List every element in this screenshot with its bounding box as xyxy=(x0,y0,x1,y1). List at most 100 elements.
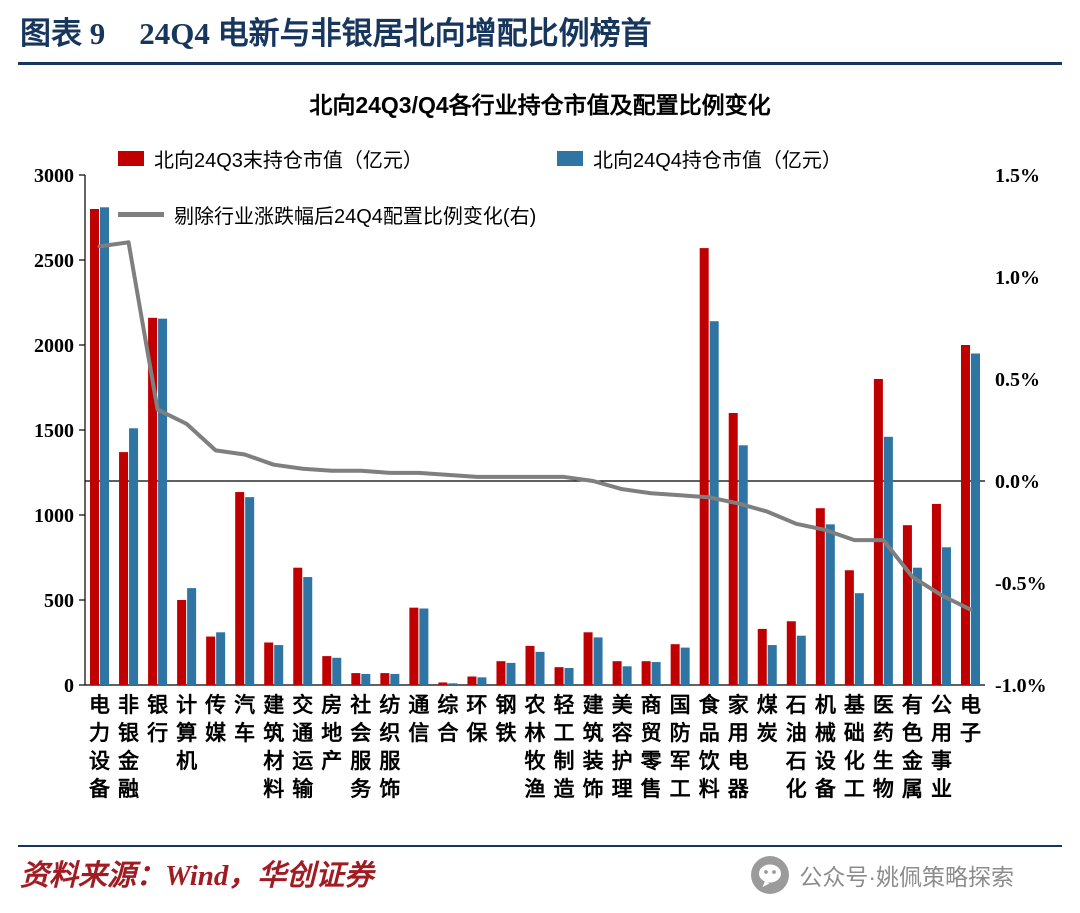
bar-24q3 xyxy=(235,492,245,685)
bar-24q3 xyxy=(699,248,709,685)
category-label: 钢铁 xyxy=(495,693,516,745)
left-axis-label: 3000 xyxy=(34,165,74,187)
category-label: 传媒 xyxy=(204,694,227,745)
bar-24q4 xyxy=(274,645,284,685)
bar-24q4 xyxy=(912,567,922,685)
bar-24q4 xyxy=(187,588,197,685)
bar-24q3 xyxy=(322,656,332,685)
category-label: 非银金融 xyxy=(117,694,140,801)
figure-title: 24Q4 电新与非银居北向增配比例榜首 xyxy=(139,16,652,51)
bar-24q4 xyxy=(796,635,806,685)
bar-24q3 xyxy=(119,452,129,685)
bar-24q4 xyxy=(854,593,864,685)
category-label: 交通运输 xyxy=(292,693,314,801)
category-label: 电力设备 xyxy=(88,694,111,801)
left-axis-label: 2500 xyxy=(34,250,74,272)
bar-24q3 xyxy=(612,661,622,685)
wechat-footer: 公众号·姚佩策略探索 xyxy=(751,856,1014,894)
bar-24q3 xyxy=(931,503,941,685)
bar-24q4 xyxy=(361,673,371,685)
allocation-change-line xyxy=(97,240,973,612)
bar-24q3 xyxy=(380,673,390,685)
category-label: 医药生物 xyxy=(873,694,894,801)
bar-24q4 xyxy=(506,662,516,685)
category-label: 计算机 xyxy=(176,694,197,773)
category-label: 综合 xyxy=(437,693,459,745)
source-note: 资料来源：Wind，华创证券 xyxy=(20,860,374,892)
legend-label-24q4: 北向24Q4持仓市值（亿元） xyxy=(593,150,842,172)
category-label: 房地产 xyxy=(321,693,342,773)
right-axis-label: 1.5% xyxy=(995,165,1040,187)
bar-24q3 xyxy=(728,413,738,685)
bar-24q3 xyxy=(554,667,564,685)
bar-24q3 xyxy=(206,636,216,685)
left-axis-label: 0 xyxy=(64,675,74,697)
bar-24q4 xyxy=(941,547,951,685)
legend-item-allocation-line: 剔除行业涨跌幅后24Q4配置比例变化(右) xyxy=(118,200,536,229)
category-label: 基础化工 xyxy=(844,694,866,801)
category-label: 轻工制造 xyxy=(554,693,576,801)
legend-swatch-allocation-line xyxy=(118,212,164,217)
bar-24q4 xyxy=(129,428,139,685)
bar-24q4 xyxy=(651,662,661,685)
bar-24q3 xyxy=(496,661,506,685)
wechat-icon xyxy=(751,856,790,894)
figure-label: 图表 9 xyxy=(20,16,106,51)
right-axis-label: 1.0% xyxy=(995,267,1040,289)
bar-24q3 xyxy=(525,645,535,685)
category-label: 环保 xyxy=(465,694,488,745)
right-axis-label: 0.0% xyxy=(995,471,1040,493)
left-axis-label: 1000 xyxy=(34,505,74,527)
category-label: 国防军工 xyxy=(670,694,691,801)
bar-24q4 xyxy=(448,683,458,685)
category-label: 煤炭 xyxy=(757,693,778,745)
bar-24q4 xyxy=(390,673,400,685)
bar-24q3 xyxy=(467,676,477,685)
legend-item-24q3: 北向24Q3末持仓市值（亿元） xyxy=(118,144,423,173)
left-axis-label: 2000 xyxy=(34,335,74,357)
bar-24q4 xyxy=(158,318,168,685)
bar-24q4 xyxy=(970,353,980,685)
category-label: 建筑材料 xyxy=(263,693,284,801)
bar-24q3 xyxy=(786,621,796,685)
bar-24q3 xyxy=(90,209,100,685)
bar-24q4 xyxy=(303,577,313,685)
bar-24q4 xyxy=(738,445,748,685)
category-label: 美容护理 xyxy=(612,693,633,801)
category-label: 公用事业 xyxy=(931,694,952,801)
category-label: 纺织服饰 xyxy=(379,693,401,801)
bar-24q4 xyxy=(622,666,632,685)
right-axis-label: 0.5% xyxy=(995,369,1040,391)
bar-24q3 xyxy=(438,682,448,685)
category-label: 食品饮料 xyxy=(698,693,721,801)
category-label: 银行 xyxy=(146,694,169,745)
bar-24q4 xyxy=(216,632,226,685)
category-label: 家用电器 xyxy=(727,693,750,801)
bar-24q4 xyxy=(477,677,487,685)
bar-24q4 xyxy=(332,657,342,685)
bar-24q4 xyxy=(883,436,893,685)
bar-24q3 xyxy=(641,661,651,685)
category-label: 农林牧渔 xyxy=(524,693,547,801)
bar-24q4 xyxy=(535,651,545,685)
bar-24q4 xyxy=(419,608,429,685)
bar-24q4 xyxy=(680,647,690,685)
legend-label-allocation-line: 剔除行业涨跌幅后24Q4配置比例变化(右) xyxy=(174,206,537,228)
left-axis-label: 500 xyxy=(44,590,74,612)
legend-swatch-24q3 xyxy=(118,151,144,166)
left-axis-label: 1500 xyxy=(34,420,74,442)
bar-24q3 xyxy=(844,570,854,685)
legend-swatch-24q4 xyxy=(557,151,583,166)
bar-24q3 xyxy=(583,632,593,685)
bar-24q4 xyxy=(564,668,574,685)
bar-24q4 xyxy=(593,637,603,685)
bar-24q4 xyxy=(100,207,110,686)
category-label: 机械设备 xyxy=(814,693,837,801)
category-label: 通信 xyxy=(408,694,429,745)
bottom-rule xyxy=(18,845,1062,847)
chart-plot: 0 500 1000 1500 2000 2500 3000 -1.0% -0.5% 0.0% 0.… xyxy=(34,165,1047,801)
chart-title: 北向24Q3/Q4各行业持仓市值及配置比例变化 xyxy=(309,92,771,118)
right-axis-label: -1.0% xyxy=(995,675,1047,697)
bar-24q3 xyxy=(757,628,767,685)
